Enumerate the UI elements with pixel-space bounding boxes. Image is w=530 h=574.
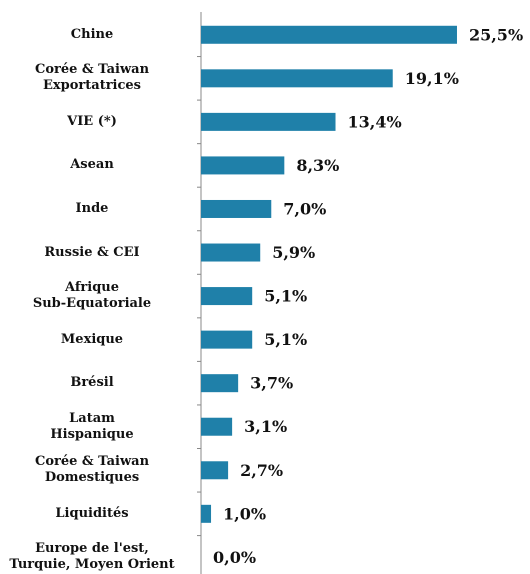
value-label: 13,4% xyxy=(348,112,402,131)
bar xyxy=(201,156,285,175)
category-label: Russie & CEI xyxy=(44,244,140,260)
bar xyxy=(201,112,336,131)
category-label: Corée & Taiwan Domestiques xyxy=(34,454,150,486)
category-label: Europe de l'est, Turquie, Moyen Orient xyxy=(9,541,175,573)
bar xyxy=(201,504,212,523)
value-label: 5,1% xyxy=(264,330,307,349)
value-label: 5,9% xyxy=(272,243,315,262)
category-label: Inde xyxy=(75,200,109,216)
value-label: 3,1% xyxy=(244,417,287,436)
bar xyxy=(201,287,253,306)
category-label: Brésil xyxy=(70,375,114,391)
bar xyxy=(201,243,261,262)
value-label: 8,3% xyxy=(296,156,339,175)
category-label: Latam Hispanique xyxy=(50,410,134,442)
value-label: 19,1% xyxy=(405,69,459,88)
value-label: 0,0% xyxy=(213,548,256,567)
category-label: Afrique Sub-Equatoriale xyxy=(32,280,152,312)
value-label: 25,5% xyxy=(469,25,523,44)
bar xyxy=(201,461,229,480)
bar xyxy=(201,69,393,88)
bar xyxy=(201,374,239,393)
value-label: 2,7% xyxy=(240,461,283,480)
bar xyxy=(201,199,272,218)
bar xyxy=(201,330,253,349)
value-label: 7,0% xyxy=(283,199,326,218)
category-label: Mexique xyxy=(60,331,124,347)
category-label: Liquidités xyxy=(55,505,129,521)
category-label: VIE (*) xyxy=(67,113,117,129)
category-label: Corée & Taiwan Exportatrices xyxy=(34,62,150,94)
category-label: Asean xyxy=(70,157,114,173)
bar xyxy=(201,417,233,436)
value-label: 5,1% xyxy=(264,287,307,306)
bar xyxy=(201,25,457,44)
value-label: 1,0% xyxy=(223,504,266,523)
category-label: Chine xyxy=(70,26,114,42)
value-label: 3,7% xyxy=(250,374,293,393)
